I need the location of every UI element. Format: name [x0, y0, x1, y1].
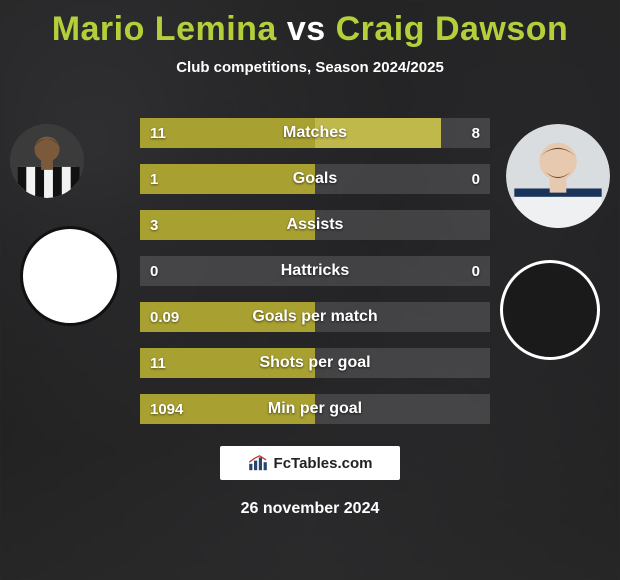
metric-row: 1094Min per goal [140, 394, 490, 424]
player1-avatar [10, 124, 84, 198]
bar-fill-right [315, 118, 441, 148]
bar-track [315, 210, 490, 240]
metric-right-value [470, 302, 490, 332]
metric-right-value [470, 348, 490, 378]
metric-right-value [470, 394, 490, 424]
metric-row: 11Shots per goal [140, 348, 490, 378]
crest-ring [500, 260, 600, 360]
metric-left-value: 11 [140, 118, 176, 148]
metric-left-half: 11 [140, 348, 315, 378]
bar-track [315, 394, 490, 424]
site-name: FcTables.com [274, 455, 373, 472]
content-root: Mario Lemina vs Craig Dawson Club compet… [0, 0, 620, 580]
metric-right-half: 8 [315, 118, 490, 148]
metric-right-value: 8 [462, 118, 490, 148]
metric-left-value: 0.09 [140, 302, 189, 332]
page-title: Mario Lemina vs Craig Dawson [0, 0, 620, 49]
metric-left-half: 0.09 [140, 302, 315, 332]
bar-chart-icon [248, 455, 268, 471]
metric-right-half [315, 394, 490, 424]
metric-left-value: 0 [140, 256, 168, 286]
metric-row: 0.09Goals per match [140, 302, 490, 332]
metric-row: 3Assists [140, 210, 490, 240]
avatar-placeholder-icon [506, 124, 610, 228]
bar-track [315, 348, 490, 378]
title-player1: Mario Lemina [52, 10, 277, 48]
metric-left-value: 3 [140, 210, 168, 240]
metric-right-half [315, 348, 490, 378]
site-badge: FcTables.com [220, 446, 400, 480]
metric-left-half: 11 [140, 118, 315, 148]
player1-club-crest [20, 226, 120, 326]
subtitle: Club competitions, Season 2024/2025 [0, 59, 620, 76]
metric-row: 118Matches [140, 118, 490, 148]
metric-row: 00Hattricks [140, 256, 490, 286]
metric-right-half: 0 [315, 256, 490, 286]
metric-right-value [470, 210, 490, 240]
metric-right-half [315, 210, 490, 240]
title-player2: Craig Dawson [336, 10, 569, 48]
metric-left-half: 1 [140, 164, 315, 194]
metric-left-half: 3 [140, 210, 315, 240]
metric-left-value: 11 [140, 348, 176, 378]
comparison-stage: 118Matches10Goals3Assists00Hattricks0.09… [0, 110, 620, 440]
title-vs: vs [287, 10, 326, 48]
metric-right-half: 0 [315, 164, 490, 194]
metric-left-value: 1 [140, 164, 168, 194]
metric-right-half [315, 302, 490, 332]
crest-ring [20, 226, 120, 326]
metric-row: 10Goals [140, 164, 490, 194]
metric-left-half: 1094 [140, 394, 315, 424]
metric-right-value: 0 [462, 164, 490, 194]
footer-date: 26 november 2024 [0, 500, 620, 518]
avatar-placeholder-icon [10, 124, 84, 198]
metric-right-value: 0 [462, 256, 490, 286]
metric-left-value: 1094 [140, 394, 193, 424]
bar-track [315, 302, 490, 332]
player2-avatar [506, 124, 610, 228]
player2-club-crest [500, 260, 600, 360]
metric-left-half: 0 [140, 256, 315, 286]
comparison-bars: 118Matches10Goals3Assists00Hattricks0.09… [140, 118, 490, 440]
